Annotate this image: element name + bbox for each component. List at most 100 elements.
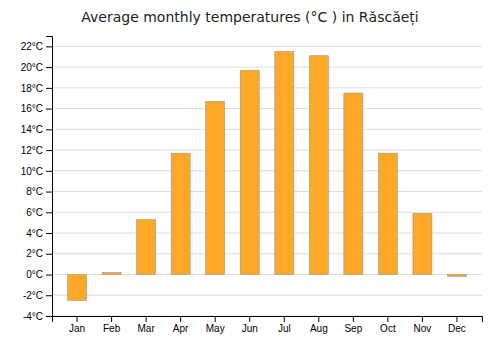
x-tick: Sep: [344, 316, 362, 334]
y-tick-mark: [46, 88, 52, 89]
grid-line: [52, 129, 482, 130]
y-tick: 14°C: [21, 124, 52, 135]
grid-line: [52, 46, 482, 47]
grid-line: [52, 108, 482, 109]
x-tick-mark: [456, 316, 457, 322]
bar: [102, 272, 121, 274]
title: Average monthly temperatures (°C ) in Ră…: [81, 9, 418, 26]
y-tick-label: 8°C: [26, 186, 43, 197]
x-tick: May: [206, 316, 225, 334]
x-tick-label: Sep: [344, 323, 362, 334]
x-tick-mark: [111, 316, 112, 322]
y-tick: 18°C: [21, 83, 52, 94]
y-tick: 10°C: [21, 166, 52, 177]
y-tick-label: 2°C: [26, 248, 43, 259]
plot: -4°C -2°C 0°C 2°C 4°C 6°C 8°C 10°C 12°C 14°C 16°C 1…: [21, 37, 483, 335]
y-tick-mark: [46, 316, 52, 317]
y-tick: -4°C: [23, 311, 52, 322]
x-tick: Dec: [448, 316, 466, 334]
grid-line: [52, 87, 482, 88]
y-tick: -2°C: [23, 290, 52, 301]
x-tick-label: Apr: [173, 323, 189, 334]
grid-line: [52, 67, 482, 68]
grid: [52, 46, 482, 316]
y-tick-mark: [46, 109, 52, 110]
x-tick-label: May: [206, 323, 225, 334]
y-tick-mark: [46, 192, 52, 193]
bar: [413, 213, 432, 274]
y-tick: 16°C: [21, 103, 52, 114]
x-tick-mark: [387, 316, 388, 322]
x-tick: Jul: [278, 316, 291, 334]
x-tick-mark: [77, 316, 78, 322]
x-tick-mark: [422, 316, 423, 322]
bar: [447, 275, 466, 277]
bar: [309, 56, 328, 275]
x-tick-label: Dec: [448, 323, 466, 334]
y-tick-mark: [46, 254, 52, 255]
y-tick-mark: [46, 150, 52, 151]
x-axis: Jan Feb Mar Apr May Jun Jul Aug Sep Oct Nov Dec: [53, 316, 483, 334]
chart: Average monthly temperatures (°C ) in Ră…: [0, 0, 500, 350]
bar: [137, 220, 156, 275]
y-tick-label: 22°C: [21, 41, 43, 52]
y-tick-label: 16°C: [21, 103, 43, 114]
x-tick-mark: [353, 316, 354, 322]
y-tick-label: 18°C: [21, 83, 43, 94]
y-tick-mark: [46, 129, 52, 130]
x-tick-label: Feb: [103, 323, 121, 334]
x-tick-mark: [284, 316, 285, 322]
x-tick: Apr: [173, 316, 189, 334]
y-tick-label: 10°C: [21, 166, 43, 177]
grid-line: [52, 212, 482, 213]
x-tick-label: Mar: [137, 323, 155, 334]
bar: [378, 153, 397, 274]
x-tick-label: Jul: [278, 323, 291, 334]
x-tick: Oct: [380, 316, 396, 334]
x-tick-label: Nov: [414, 323, 432, 334]
x-tick: Aug: [310, 316, 328, 334]
y-tick-label: -4°C: [23, 311, 43, 322]
bars: [68, 52, 467, 301]
x-tick-label: Aug: [310, 323, 328, 334]
y-tick: 8°C: [26, 186, 52, 197]
x-tick-label: Oct: [380, 323, 396, 334]
x-tick: Nov: [414, 316, 432, 334]
x-tick-mark: [249, 316, 250, 322]
y-tick-mark: [46, 171, 52, 172]
y-tick-mark: [46, 275, 52, 276]
x-tick: Mar: [137, 316, 155, 334]
x-tick-mark: [318, 316, 319, 322]
y-tick: 12°C: [21, 145, 52, 156]
grid-line: [52, 191, 482, 192]
y-tick-label: 0°C: [26, 269, 43, 280]
x-tick: Jun: [242, 316, 258, 334]
y-tick-mark: [46, 212, 52, 213]
y-tick: 2°C: [26, 248, 52, 259]
grid-line: [52, 170, 482, 171]
bar: [275, 52, 294, 275]
x-tick-mark: [146, 316, 147, 322]
bar: [240, 70, 259, 274]
y-tick-label: 4°C: [26, 228, 43, 239]
bar: [68, 275, 87, 301]
y-tick-mark: [46, 46, 52, 47]
x-tick-mark: [180, 316, 181, 322]
y-tick-label: 12°C: [21, 145, 43, 156]
x-tick: Jan: [69, 316, 85, 334]
y-tick-mark: [46, 295, 52, 296]
y-tick-mark: [46, 67, 52, 68]
x-tick: Feb: [103, 316, 121, 334]
y-tick: 4°C: [26, 228, 52, 239]
x-tick-mark: [215, 316, 216, 322]
bar: [344, 93, 363, 274]
bar: [171, 153, 190, 274]
y-tick: 0°C: [26, 269, 52, 280]
y-axis-line: [46, 37, 53, 317]
y-tick-label: 6°C: [26, 207, 43, 218]
grid-line: [52, 295, 482, 296]
y-tick: 22°C: [21, 41, 52, 52]
y-tick: 20°C: [21, 62, 52, 73]
bar: [206, 101, 225, 274]
y-tick-label: 14°C: [21, 124, 43, 135]
